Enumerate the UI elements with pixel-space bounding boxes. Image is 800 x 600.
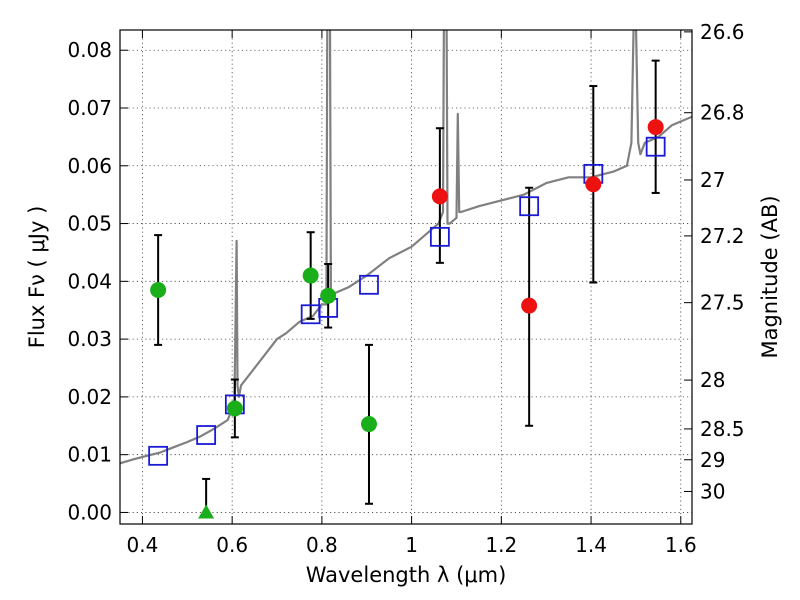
y-tick-label: 0.05 [67, 212, 112, 236]
x-axis-label: Wavelength λ (μm) [306, 563, 507, 587]
infrared-point [585, 176, 602, 193]
x-tick-label: 1.2 [485, 533, 517, 557]
y-axis-label: Flux Fν ( μJy ) [25, 206, 49, 349]
mag-tick-label: 26.8 [700, 101, 745, 125]
y-tick-label: 0.00 [67, 500, 112, 524]
plot-frame [120, 30, 692, 524]
x-tick-label: 0.8 [306, 533, 338, 557]
x-tick-label: 1.6 [665, 533, 697, 557]
plot-area: 0.4 0.6 0.8 1 1.2 1.4 1.6 0.00 0.01 0.02 0.03 0.04… [67, 20, 744, 557]
mag-tick-label: 28.5 [700, 417, 745, 441]
model-point [196, 425, 217, 445]
model-point [519, 196, 540, 217]
optical-point [320, 287, 337, 304]
x-tick-label: 0.6 [216, 533, 248, 557]
mag-tick-label: 28 [700, 368, 725, 392]
plot-border [119, 29, 693, 525]
optical-point [302, 267, 319, 284]
optical-point [150, 282, 167, 298]
y-tick-label: 0.06 [67, 154, 112, 178]
grid [120, 30, 692, 524]
y-tick-label: 0.08 [67, 38, 112, 62]
y-tick-label: 0.03 [67, 327, 112, 351]
y-tick-label: 0.02 [67, 385, 112, 409]
infrared-point [521, 297, 538, 314]
x-tick-label: 1.4 [575, 533, 607, 557]
model-point [359, 274, 379, 295]
model-point [148, 445, 169, 466]
mag-tick-label: 27.5 [700, 291, 745, 315]
x-tick-label: 0.4 [127, 533, 159, 557]
upper-limit-point [198, 504, 215, 519]
y-tick-label: 0.01 [67, 443, 112, 467]
y-axis-right: 26.6 26.8 27 27.2 27.5 28 28.5 29 30 [684, 20, 745, 503]
optical-point [226, 400, 243, 417]
x-tick-label: 1 [405, 533, 418, 557]
mag-tick-label: 30 [700, 479, 725, 503]
y-tick-label: 0.04 [67, 269, 112, 293]
model-point [645, 136, 666, 157]
y-axis-right-label: Magnitude (AB) [758, 195, 782, 358]
model-point [429, 226, 450, 247]
optical-point [360, 416, 377, 433]
infrared-point [647, 119, 664, 136]
y-tick-label: 0.07 [67, 96, 112, 120]
y-axis-left: 0.00 0.01 0.02 0.03 0.04 0.05 0.06 0.07 0.08 [67, 38, 128, 524]
x-axis: 0.4 0.6 0.8 1 1.2 1.4 1.6 [127, 30, 697, 557]
mag-tick-label: 27 [700, 168, 725, 192]
infrared-point [431, 188, 448, 205]
mag-tick-label: 26.6 [700, 20, 745, 44]
mag-tick-label: 29 [700, 448, 725, 472]
marker-layer [148, 119, 666, 519]
mag-tick-label: 27.2 [700, 224, 745, 248]
